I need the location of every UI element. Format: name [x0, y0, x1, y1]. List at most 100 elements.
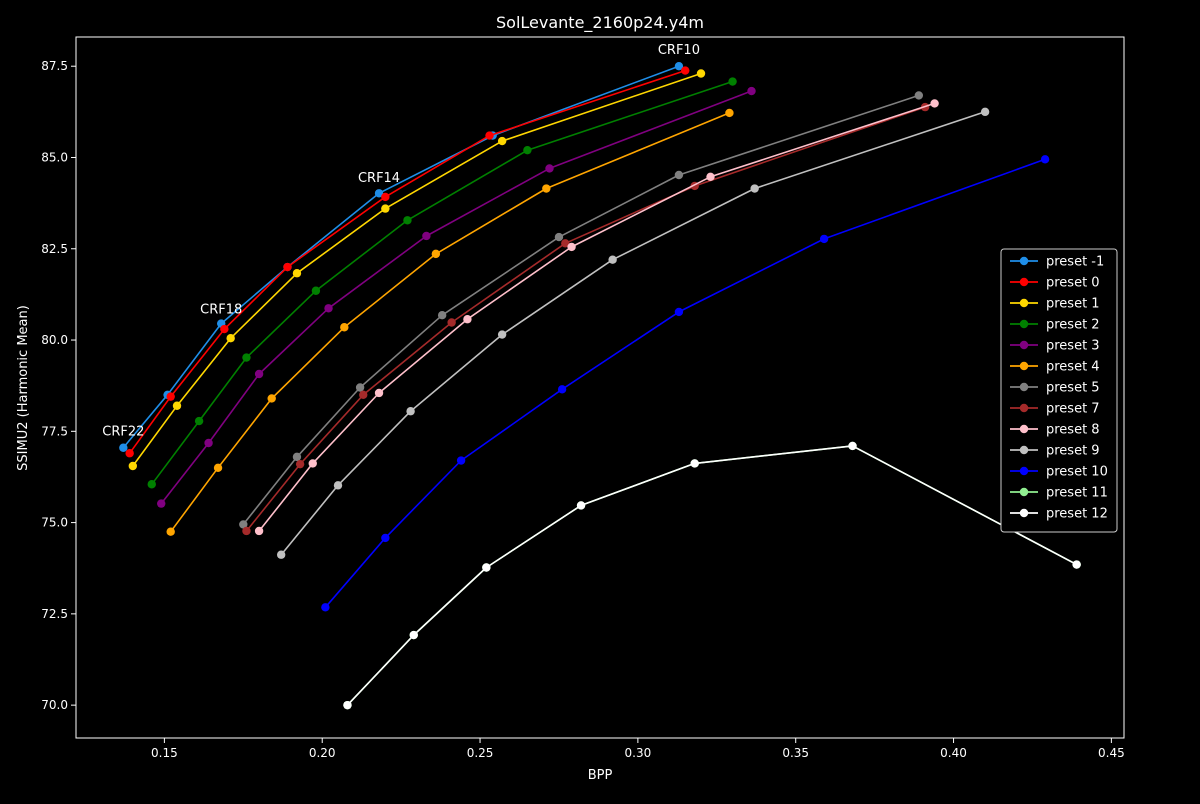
y-tick-label: 70.0 — [41, 698, 68, 712]
crf-annotation: CRF10 — [658, 43, 700, 58]
data-point — [374, 388, 384, 398]
y-tick-label: 77.5 — [41, 424, 68, 438]
legend-marker — [1019, 508, 1029, 518]
y-tick-label: 87.5 — [41, 59, 68, 73]
data-point — [204, 438, 213, 448]
data-point — [914, 91, 924, 100]
legend-item: preset 2 — [1010, 318, 1100, 333]
data-point — [750, 184, 759, 193]
data-point — [308, 459, 317, 468]
data-point — [557, 385, 567, 394]
legend-marker — [1019, 277, 1029, 287]
legend-label: preset 7 — [1046, 402, 1100, 417]
data-point — [554, 232, 564, 242]
data-point — [523, 145, 532, 155]
data-point — [147, 480, 156, 489]
data-point — [696, 69, 706, 78]
data-point — [374, 189, 384, 198]
data-point — [545, 164, 554, 173]
data-point — [542, 184, 551, 193]
x-tick-label: 0.25 — [467, 746, 494, 760]
data-point — [292, 269, 302, 278]
data-point — [706, 172, 715, 182]
data-point — [359, 390, 368, 400]
data-point — [119, 443, 128, 452]
data-point — [381, 204, 390, 213]
legend-marker — [1019, 403, 1029, 413]
data-point — [674, 170, 684, 180]
data-point — [456, 456, 466, 465]
data-point — [980, 107, 990, 117]
y-tick-label: 75.0 — [41, 516, 68, 530]
series-preset-8 — [254, 99, 939, 536]
data-point — [1040, 155, 1050, 164]
chart-title: SolLevante_2160p24.y4m — [496, 13, 704, 33]
legend-item: preset 4 — [1010, 360, 1100, 375]
data-point — [340, 323, 349, 332]
legend-item: preset 8 — [1010, 423, 1100, 438]
legend-marker — [1019, 487, 1029, 497]
data-point — [213, 463, 223, 473]
data-point — [690, 459, 699, 468]
legend-marker — [1019, 298, 1029, 308]
legend-marker — [1019, 319, 1029, 329]
y-tick-label: 80.0 — [41, 333, 68, 347]
legend-box — [1000, 248, 1118, 533]
plot-area-frame — [75, 36, 1125, 739]
data-point — [482, 563, 491, 572]
data-point — [157, 499, 166, 508]
x-tick-label: 0.15 — [151, 746, 178, 760]
legend-item: preset 1 — [1010, 297, 1100, 312]
data-point — [447, 318, 456, 327]
data-point — [242, 353, 251, 362]
legend-item: preset 5 — [1010, 381, 1100, 396]
data-point — [431, 249, 441, 259]
data-point — [254, 526, 264, 536]
data-point — [254, 369, 264, 379]
data-point — [576, 501, 586, 510]
x-tick-label: 0.40 — [940, 746, 967, 760]
data-point — [567, 242, 576, 252]
series-preset-4 — [166, 108, 734, 536]
data-point — [381, 192, 390, 202]
legend-item: preset 9 — [1010, 444, 1100, 459]
data-point — [674, 62, 684, 71]
legend-item: preset 0 — [1010, 276, 1100, 291]
x-axis: 0.15 0.20 0.25 0.30 0.35 0.40 0.45 — [151, 738, 1125, 760]
series-preset-10 — [321, 155, 1050, 612]
legend-marker — [1019, 361, 1029, 371]
y-tick-label: 85.0 — [41, 150, 68, 164]
legend-marker — [1019, 382, 1029, 392]
legend-label: preset 9 — [1046, 444, 1100, 459]
legend: preset -1 preset 0 preset 1 preset 2 preset … — [1000, 248, 1118, 533]
data-point — [819, 234, 829, 244]
legend-label: preset 4 — [1046, 360, 1100, 375]
data-point — [324, 304, 333, 313]
legend-label: preset 5 — [1046, 381, 1100, 396]
legend-label: preset 12 — [1046, 507, 1108, 522]
data-point — [608, 255, 617, 264]
crf-annotation: CRF22 — [102, 425, 144, 440]
data-point — [930, 99, 939, 108]
data-point — [674, 307, 684, 317]
legend-item: preset -1 — [1010, 255, 1104, 270]
legend-label: preset 11 — [1046, 486, 1108, 501]
data-point — [463, 315, 472, 324]
data-point — [166, 527, 175, 536]
data-point — [172, 401, 182, 410]
legend-item: preset 10 — [1010, 465, 1108, 480]
legend-label: preset 0 — [1046, 276, 1100, 291]
series-preset-9 — [276, 107, 990, 559]
data-point — [497, 330, 507, 339]
series-preset-12 — [343, 441, 1081, 710]
y-axis-label: SSIMU2 (Harmonic Mean) — [16, 305, 31, 471]
legend-item: preset 7 — [1010, 402, 1100, 417]
data-point — [239, 520, 248, 529]
series-preset-3 — [157, 86, 756, 508]
legend-item: preset 3 — [1010, 339, 1100, 354]
data-point — [406, 407, 415, 416]
legend-item: preset 11 — [1010, 486, 1108, 501]
legend-marker — [1019, 466, 1029, 476]
